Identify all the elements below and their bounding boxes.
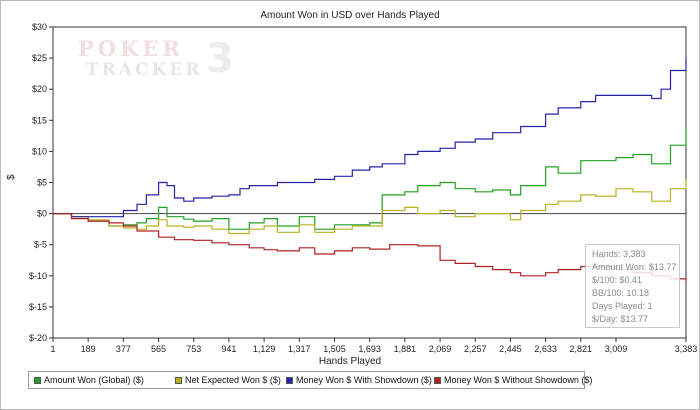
legend-swatch-green <box>34 377 41 384</box>
x-tick-label: 3,009 <box>605 344 628 354</box>
y-tick-label: $30 <box>32 22 47 32</box>
stat-per-100: $/100: $0.41 <box>592 275 643 285</box>
y-tick-label: $25 <box>32 53 47 63</box>
stat-per-day: $/Day: $13.77 <box>592 314 649 324</box>
legend-label: Money Won $ With Showdown ($) <box>296 375 432 385</box>
y-tick-label: $5 <box>37 178 47 188</box>
x-tick-label: 2,069 <box>429 344 452 354</box>
x-tick-label: 1 <box>50 344 55 354</box>
legend-item-amount-won[interactable]: Amount Won (Global) ($) <box>34 375 144 385</box>
stat-days-played: Days Played: 1 <box>592 301 653 311</box>
x-tick-label: 2,633 <box>534 344 557 354</box>
x-tick-label: 1,881 <box>394 344 417 354</box>
series-line-2 <box>53 58 687 218</box>
legend-label: Net Expected Won $ ($) <box>185 375 281 385</box>
x-tick-label: 2,821 <box>570 344 593 354</box>
chart-legend: Amount Won (Global) ($) Net Expected Won… <box>28 371 592 389</box>
x-tick-label: 1,693 <box>358 344 381 354</box>
x-tick-label: 3,383 <box>675 344 698 354</box>
chart-title: Amount Won in USD over Hands Played <box>260 10 440 21</box>
legend-item-without-showdown[interactable]: Money Won $ Without Showdown ($) <box>434 375 592 385</box>
legend-label: Amount Won (Global) ($) <box>44 375 144 385</box>
x-tick-label: 189 <box>81 344 96 354</box>
x-tick-label: 753 <box>186 344 201 354</box>
stat-hands: Hands: 3,383 <box>592 249 646 259</box>
y-tick-label: $-20 <box>29 333 47 343</box>
x-axis-label: Hands Played <box>318 356 382 367</box>
stat-bb-100: BB/100: 10.18 <box>592 288 650 298</box>
legend-swatch-blue <box>286 377 293 384</box>
legend-swatch-yellow <box>175 377 182 384</box>
y-tick-label: $-10 <box>29 271 47 281</box>
x-tick-label: 1,317 <box>288 344 311 354</box>
x-tick-label: 377 <box>116 344 131 354</box>
x-tick-label: 2,445 <box>499 344 522 354</box>
x-tick-label: 941 <box>221 344 236 354</box>
y-tick-label: $-5 <box>34 240 47 250</box>
legend-item-net-expected[interactable]: Net Expected Won $ ($) <box>175 375 281 385</box>
series-line-0 <box>53 128 687 230</box>
y-tick-label: $0 <box>37 209 47 219</box>
x-tick-label: 565 <box>151 344 166 354</box>
legend-label: Money Won $ Without Showdown ($) <box>444 375 593 385</box>
legend-item-with-showdown[interactable]: Money Won $ With Showdown ($) <box>286 375 432 385</box>
stat-amount-won: Amount Won: $13.77 <box>592 262 677 272</box>
series-line-3 <box>53 213 687 282</box>
y-tick-label: $10 <box>32 146 47 156</box>
series-line-1 <box>53 179 687 235</box>
y-tick-label: $20 <box>32 84 47 94</box>
y-tick-label: $15 <box>32 115 47 125</box>
stats-tooltip: Hands: 3,383 Amount Won: $13.77 $/100: $… <box>585 244 680 328</box>
x-tick-label: 2,257 <box>464 344 487 354</box>
legend-swatch-red <box>434 377 441 384</box>
x-tick-label: 1,505 <box>323 344 346 354</box>
x-tick-label: 1,129 <box>253 344 276 354</box>
y-tick-label: $-15 <box>29 302 47 312</box>
